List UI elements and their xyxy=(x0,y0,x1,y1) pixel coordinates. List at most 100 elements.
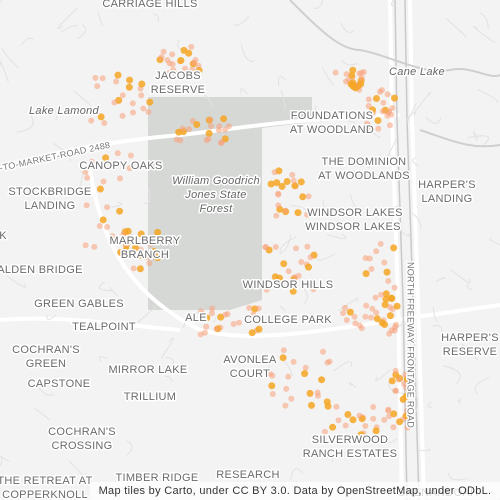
street xyxy=(306,115,323,123)
point xyxy=(364,120,370,127)
street xyxy=(347,120,356,126)
point xyxy=(88,117,95,124)
street xyxy=(126,440,133,456)
point xyxy=(173,136,180,143)
point xyxy=(271,169,278,176)
point xyxy=(182,65,189,72)
place-label: AT WOODLANDS xyxy=(318,170,410,182)
street xyxy=(60,24,78,33)
street xyxy=(1,48,19,69)
point xyxy=(197,331,204,338)
point xyxy=(278,182,286,190)
point xyxy=(301,370,309,378)
road xyxy=(0,316,181,332)
point xyxy=(104,204,111,211)
point xyxy=(255,305,262,312)
point xyxy=(347,80,355,88)
point xyxy=(276,274,283,282)
point xyxy=(222,311,229,318)
street xyxy=(477,89,498,104)
street xyxy=(37,386,55,396)
point xyxy=(304,211,311,218)
point xyxy=(100,178,107,185)
street xyxy=(98,281,113,292)
place-label: ALDEN BRIDGE xyxy=(0,264,83,276)
point xyxy=(403,384,410,391)
place-label: THE DOMINION xyxy=(322,156,407,168)
point xyxy=(295,272,302,279)
place-label: Jones State xyxy=(184,189,246,201)
point xyxy=(392,387,399,394)
point xyxy=(395,376,402,383)
place-label: CAPSTONE xyxy=(28,378,91,390)
street xyxy=(77,171,83,192)
point xyxy=(294,209,302,217)
place-label: Forest xyxy=(200,203,234,215)
point xyxy=(125,83,133,91)
street xyxy=(165,356,174,369)
point xyxy=(119,92,126,99)
point xyxy=(137,246,144,253)
point xyxy=(320,348,326,355)
point xyxy=(138,80,146,88)
point xyxy=(385,109,392,116)
point xyxy=(379,108,386,115)
place-label: TIMBER RIDGE xyxy=(115,472,198,484)
point xyxy=(225,123,232,130)
street xyxy=(73,90,92,108)
street xyxy=(97,11,104,27)
point xyxy=(373,95,380,102)
place-label: GREEN xyxy=(26,358,67,370)
street xyxy=(457,397,461,404)
road xyxy=(408,0,426,500)
point xyxy=(343,317,350,323)
place-label: JACOBS xyxy=(155,70,201,82)
place-label: CARRIAGE HILLS xyxy=(102,0,197,10)
street xyxy=(308,105,317,117)
point xyxy=(393,302,401,310)
point xyxy=(99,75,106,82)
point xyxy=(137,230,145,238)
street xyxy=(383,139,397,163)
point xyxy=(302,364,309,371)
point xyxy=(321,428,328,435)
point xyxy=(263,286,270,293)
point xyxy=(381,416,388,423)
point xyxy=(262,244,269,250)
point xyxy=(129,100,136,107)
point xyxy=(388,377,396,385)
point xyxy=(205,129,213,137)
street xyxy=(278,75,286,87)
point xyxy=(357,431,365,439)
place-label: SILVERWOOD xyxy=(312,434,389,446)
creek xyxy=(419,129,500,148)
point xyxy=(377,88,383,95)
street xyxy=(136,305,157,324)
point xyxy=(113,78,120,85)
point xyxy=(297,178,305,186)
point xyxy=(335,417,342,424)
street xyxy=(57,7,78,30)
point xyxy=(145,109,152,115)
street xyxy=(283,360,294,377)
street xyxy=(360,153,382,168)
street xyxy=(20,37,34,46)
street xyxy=(466,283,473,291)
point xyxy=(392,367,399,374)
street xyxy=(417,448,431,452)
point xyxy=(198,308,205,315)
place-label: BRANCH xyxy=(121,249,169,261)
point xyxy=(189,66,196,73)
point xyxy=(309,278,316,285)
point xyxy=(280,260,288,268)
point xyxy=(280,347,287,354)
point xyxy=(142,254,149,261)
point xyxy=(390,244,398,252)
street xyxy=(34,407,51,421)
point xyxy=(285,373,292,380)
point xyxy=(131,244,139,252)
point xyxy=(332,69,339,76)
point xyxy=(109,233,116,240)
point xyxy=(289,287,297,295)
